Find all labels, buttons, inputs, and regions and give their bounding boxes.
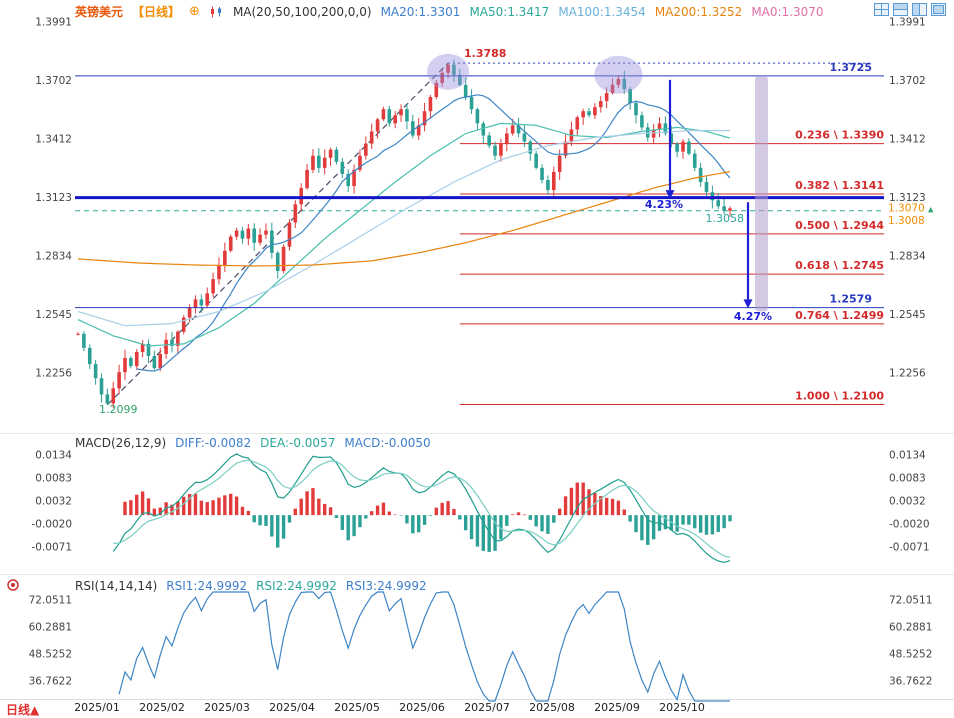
timeframe-label[interactable]: 【日线】 — [132, 5, 181, 19]
svg-text:-0.0020: -0.0020 — [889, 519, 930, 531]
ma200-value: MA200:1.3252 — [654, 4, 743, 19]
svg-text:2025/08: 2025/08 — [529, 701, 575, 714]
rsi3-value: RSI3:24.9992 — [345, 579, 427, 593]
svg-text:36.7622: 36.7622 — [889, 676, 932, 688]
svg-text:1.2256: 1.2256 — [889, 368, 926, 380]
svg-text:1.2545: 1.2545 — [889, 309, 926, 321]
layout-single-icon[interactable] — [931, 3, 946, 16]
svg-text:4.27%: 4.27% — [734, 310, 772, 323]
svg-text:2025/07: 2025/07 — [464, 701, 510, 714]
svg-text:72.0511: 72.0511 — [29, 595, 72, 607]
svg-text:-0.0071: -0.0071 — [31, 542, 72, 554]
svg-text:0.0032: 0.0032 — [889, 495, 926, 507]
svg-text:1.2545: 1.2545 — [35, 309, 72, 321]
svg-text:0.500 \ 1.2944: 0.500 \ 1.2944 — [795, 219, 884, 232]
svg-text:36.7622: 36.7622 — [29, 676, 72, 688]
macd-legend: MACD(26,12,9) DIFF:-0.0082 DEA:-0.0057 M… — [75, 436, 431, 450]
svg-text:48.5252: 48.5252 — [29, 648, 72, 660]
layout-split-horizontal-icon[interactable] — [893, 3, 908, 16]
svg-text:1.3788: 1.3788 — [464, 47, 506, 60]
svg-text:2025/09: 2025/09 — [594, 701, 640, 714]
svg-text:1.2834: 1.2834 — [35, 251, 72, 263]
svg-text:0.0134: 0.0134 — [889, 450, 926, 462]
layout-split-vertical-icon[interactable] — [912, 3, 927, 16]
svg-text:1.000 \ 1.2100: 1.000 \ 1.2100 — [795, 390, 884, 403]
svg-text:1.3702: 1.3702 — [889, 75, 926, 87]
add-compare-icon[interactable]: ⊕ — [189, 4, 200, 19]
svg-text:2025/03: 2025/03 — [204, 701, 250, 714]
svg-text:1.3412: 1.3412 — [889, 134, 926, 146]
symbol-name: 英镑美元 — [75, 5, 124, 19]
svg-text:4.23%: 4.23% — [645, 198, 683, 211]
svg-text:0.0083: 0.0083 — [889, 472, 926, 484]
svg-text:1.2256: 1.2256 — [35, 368, 72, 380]
svg-text:1.3123: 1.3123 — [35, 192, 72, 204]
macd-dea-value: DEA:-0.0057 — [260, 436, 336, 450]
macd-title[interactable]: MACD(26,12,9) — [75, 436, 167, 450]
ma0-value: MA0:1.3070 — [751, 4, 824, 19]
rsi1-value: RSI1:24.9992 — [166, 579, 248, 593]
svg-text:2025/01: 2025/01 — [74, 701, 120, 714]
svg-text:-0.0020: -0.0020 — [31, 519, 72, 531]
svg-text:1.2834: 1.2834 — [889, 251, 926, 263]
svg-text:0.618 \ 1.2745: 0.618 \ 1.2745 — [795, 259, 884, 272]
indicator-settings-icon[interactable] — [6, 578, 20, 592]
ma-settings-label: MA(20,50,100,200,0,0) — [232, 4, 372, 19]
macd-value: MACD:-0.0050 — [344, 436, 431, 450]
svg-text:1.3123: 1.3123 — [889, 192, 926, 204]
ma100-value: MA100:1.3454 — [558, 4, 646, 19]
svg-text:1.3058: 1.3058 — [706, 212, 745, 225]
svg-text:1.3070: 1.3070 — [888, 202, 925, 214]
svg-text:0.236 \ 1.3390: 0.236 \ 1.3390 — [795, 129, 884, 142]
svg-text:1.2579: 1.2579 — [830, 293, 872, 306]
layout-grid-icon[interactable] — [874, 3, 889, 16]
svg-text:1.3991: 1.3991 — [889, 17, 926, 29]
svg-text:0.0134: 0.0134 — [35, 450, 72, 462]
svg-text:60.2881: 60.2881 — [29, 622, 72, 634]
svg-text:2025/06: 2025/06 — [399, 701, 445, 714]
svg-text:2025/02: 2025/02 — [139, 701, 185, 714]
svg-text:1.3725: 1.3725 — [830, 61, 872, 74]
svg-text:-0.0071: -0.0071 — [889, 542, 930, 554]
layout-toolbar — [874, 3, 946, 16]
svg-text:60.2881: 60.2881 — [889, 622, 932, 634]
svg-text:1.3008: 1.3008 — [888, 215, 925, 227]
svg-text:▲: ▲ — [928, 205, 934, 213]
svg-text:48.5252: 48.5252 — [889, 648, 932, 660]
svg-text:1.3991: 1.3991 — [35, 17, 72, 29]
macd-diff-value: DIFF:-0.0082 — [175, 436, 252, 450]
timeframe-indicator[interactable]: 日线▲ — [6, 703, 40, 717]
chart-header: 英镑美元 【日线】 ⊕ MA(20,50,100,200,0,0) MA20:1… — [75, 3, 824, 20]
svg-text:1.3702: 1.3702 — [35, 75, 72, 87]
rsi-legend: RSI(14,14,14) RSI1:24.9992 RSI2:24.9992 … — [75, 579, 427, 593]
svg-text:1.2099: 1.2099 — [99, 403, 138, 416]
svg-text:0.382 \ 1.3141: 0.382 \ 1.3141 — [795, 179, 884, 192]
svg-text:0.0083: 0.0083 — [35, 472, 72, 484]
rsi2-value: RSI2:24.9992 — [256, 579, 337, 593]
ma20-value: MA20:1.3301 — [380, 4, 461, 19]
chart-style-icon[interactable] — [209, 6, 224, 18]
svg-text:72.0511: 72.0511 — [889, 595, 932, 607]
svg-text:0.764 \ 1.2499: 0.764 \ 1.2499 — [795, 309, 884, 322]
ma50-value: MA50:1.3417 — [469, 4, 550, 19]
svg-text:2025/04: 2025/04 — [269, 701, 315, 714]
svg-text:2025/10: 2025/10 — [659, 701, 705, 714]
rsi-title[interactable]: RSI(14,14,14) — [75, 579, 158, 593]
svg-text:0.0032: 0.0032 — [35, 495, 72, 507]
svg-text:1.3412: 1.3412 — [35, 134, 72, 146]
svg-text:2025/05: 2025/05 — [334, 701, 380, 714]
